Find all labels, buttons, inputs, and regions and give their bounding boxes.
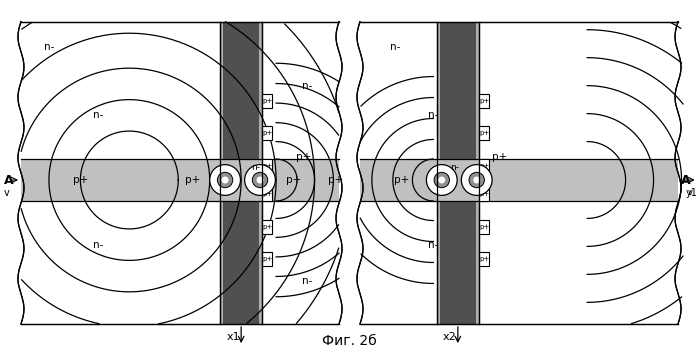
Text: A: A (681, 174, 691, 186)
Circle shape (473, 176, 480, 184)
Text: p+: p+ (479, 256, 489, 262)
Text: p+: p+ (296, 152, 312, 162)
Text: p+: p+ (479, 192, 489, 197)
Bar (262, 220, 273, 234)
Text: p+: p+ (479, 130, 489, 136)
Text: v: v (3, 188, 9, 198)
Text: p+: p+ (328, 175, 343, 185)
Bar (262, 252, 273, 266)
Text: A: A (3, 174, 13, 186)
Text: p+: p+ (262, 130, 273, 136)
Bar (360, 159, 678, 201)
Text: n-: n- (450, 163, 459, 172)
Text: n-: n- (44, 42, 54, 52)
Circle shape (426, 165, 457, 195)
Text: n-: n- (303, 276, 312, 286)
Text: y1: y1 (686, 188, 698, 198)
Text: v: v (688, 188, 693, 197)
Text: n-: n- (93, 240, 103, 250)
Bar (479, 252, 489, 266)
Bar (479, 159, 489, 172)
Circle shape (438, 176, 445, 184)
Text: n-: n- (93, 110, 103, 120)
Bar (479, 94, 489, 108)
Bar (21, 22, 339, 324)
Circle shape (217, 172, 233, 188)
Bar (21, 159, 339, 201)
Circle shape (434, 172, 449, 188)
Text: p+: p+ (185, 175, 200, 185)
Bar (479, 126, 489, 140)
Text: p+: p+ (73, 175, 88, 185)
Circle shape (461, 165, 492, 195)
Circle shape (245, 165, 275, 195)
Text: x1: x1 (226, 332, 240, 342)
Text: p+: p+ (492, 152, 507, 162)
Text: p+: p+ (262, 256, 273, 262)
Text: p+: p+ (479, 163, 489, 168)
Bar (220, 22, 262, 324)
Text: n-: n- (390, 42, 400, 52)
Bar (440, 22, 476, 324)
Text: x2: x2 (443, 332, 456, 342)
Circle shape (469, 172, 484, 188)
Text: Фиг. 2б: Фиг. 2б (322, 334, 377, 348)
Text: p+: p+ (479, 98, 489, 104)
Text: n-: n- (303, 81, 312, 91)
Text: p+: p+ (262, 163, 273, 168)
Bar (360, 22, 678, 324)
Bar (223, 22, 259, 324)
Text: p+: p+ (262, 224, 273, 230)
Text: p+: p+ (479, 224, 489, 230)
Text: n-: n- (428, 110, 438, 120)
Circle shape (222, 176, 229, 184)
Bar (262, 94, 273, 108)
Bar (479, 188, 489, 201)
Text: p+: p+ (262, 192, 273, 197)
Text: p+: p+ (286, 175, 301, 185)
Bar (479, 220, 489, 234)
Bar (437, 22, 479, 324)
Text: p+: p+ (394, 175, 410, 185)
Bar (262, 159, 273, 172)
Circle shape (252, 172, 268, 188)
Text: n-: n- (251, 163, 259, 172)
Bar (262, 188, 273, 201)
Text: n-: n- (428, 240, 438, 250)
Text: p+: p+ (262, 98, 273, 104)
Circle shape (210, 165, 240, 195)
Circle shape (257, 176, 264, 184)
Bar (262, 126, 273, 140)
